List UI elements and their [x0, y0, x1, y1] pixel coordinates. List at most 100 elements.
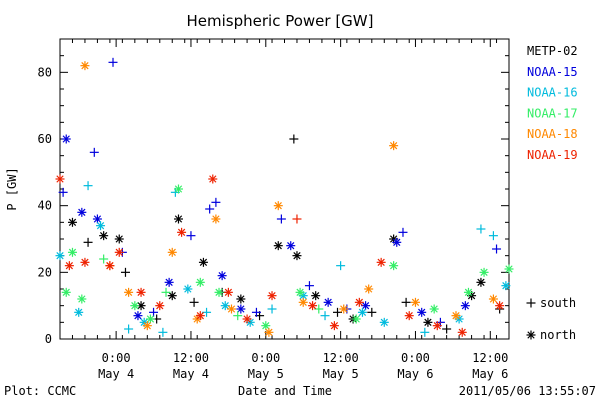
x-tick-label: 0:00: [251, 351, 280, 365]
data-point-metp-02-north: [114, 234, 124, 244]
marker-legend: south north: [526, 296, 576, 342]
x-tick-date-label: May 6: [472, 367, 508, 381]
x-tick-date-label: May 6: [397, 367, 433, 381]
data-point-noaa-16-south: [488, 231, 498, 241]
data-point-noaa-19-north: [64, 261, 74, 271]
chart-title: Hemispheric Power [GW]: [187, 12, 374, 30]
x-tick-label: 0:00: [102, 351, 131, 365]
data-point-noaa-17-north: [145, 314, 155, 324]
data-point-noaa-19-north: [267, 291, 277, 301]
data-point-noaa-16-south: [420, 327, 430, 337]
data-point-noaa-17-north: [351, 314, 361, 324]
data-point-noaa-19-north: [80, 257, 90, 267]
data-point-metp-02-north: [236, 294, 246, 304]
data-point-noaa-19-north: [495, 301, 505, 311]
data-point-metp-02-north: [292, 251, 302, 261]
data-point-noaa-17-north: [429, 304, 439, 314]
data-point-noaa-17-south: [161, 287, 171, 297]
data-point-noaa-19-north: [136, 287, 146, 297]
marker-legend-label: north: [540, 328, 576, 342]
y-tick-label: 80: [38, 65, 52, 79]
data-point-metp-02-south: [367, 307, 377, 317]
data-point-metp-02-north: [476, 277, 486, 287]
y-tick-label: 60: [38, 132, 52, 146]
data-point-noaa-16-south: [83, 181, 93, 191]
data-point-noaa-16-north: [74, 307, 84, 317]
data-point-noaa-17-north: [295, 287, 305, 297]
y-axis-label: P [GW]: [5, 167, 19, 210]
data-point-noaa-18-north: [389, 141, 399, 151]
x-tick-label: 12:00: [323, 351, 359, 365]
data-point-noaa-15-south: [205, 204, 215, 214]
data-point-noaa-19-north: [208, 174, 218, 184]
data-point-noaa-17-north: [77, 294, 87, 304]
marker-legend-symbol: [526, 298, 536, 308]
footer-timestamp: 2011/05/06 13:55:07: [459, 384, 596, 398]
data-point-noaa-17-north: [504, 264, 514, 274]
y-tick-label: 0: [45, 332, 52, 346]
data-point-noaa-19-north: [105, 261, 115, 271]
data-point-noaa-15-north: [164, 277, 174, 287]
data-point-metp-02-south: [189, 297, 199, 307]
x-tick-date-label: May 5: [323, 367, 359, 381]
data-point-metp-02-south: [120, 267, 130, 277]
data-point-noaa-16-north: [357, 307, 367, 317]
data-point-noaa-18-north: [264, 327, 274, 337]
data-point-metp-02-north: [173, 214, 183, 224]
data-point-noaa-16-south: [158, 327, 168, 337]
data-point-noaa-15-north: [286, 241, 296, 251]
x-axis-label: Date and Time: [238, 384, 332, 398]
data-point-noaa-15-north: [323, 297, 333, 307]
data-point-noaa-18-north: [298, 297, 308, 307]
data-point-noaa-19-north: [308, 301, 318, 311]
x-tick-label: 12:00: [472, 351, 508, 365]
data-point-noaa-15-south: [398, 227, 408, 237]
data-point-metp-02-south: [442, 324, 452, 334]
data-point-noaa-18-north: [488, 294, 498, 304]
data-point-noaa-15-south: [149, 307, 159, 317]
data-point-noaa-15-north: [77, 207, 87, 217]
data-point-noaa-17-north: [261, 321, 271, 331]
data-point-metp-02-south: [401, 297, 411, 307]
footer-plot-credit: Plot: CCMC: [4, 384, 76, 398]
data-point-noaa-15-south: [276, 214, 286, 224]
data-point-noaa-17-north: [67, 247, 77, 257]
data-point-noaa-16-north: [379, 317, 389, 327]
data-points: [55, 57, 514, 337]
x-tick-date-label: May 5: [248, 367, 284, 381]
data-point-noaa-15-south: [492, 244, 502, 254]
x-tick-date-label: May 4: [173, 367, 209, 381]
data-point-noaa-15-north: [361, 301, 371, 311]
data-point-noaa-19-north: [329, 321, 339, 331]
data-point-noaa-15-north: [392, 237, 402, 247]
data-point-noaa-17-south: [314, 304, 324, 314]
data-point-noaa-17-north: [463, 287, 473, 297]
data-point-metp-02-south: [289, 134, 299, 144]
data-point-noaa-18-north: [364, 284, 374, 294]
data-point-metp-02-north: [311, 291, 321, 301]
legend-entry: NOAA-15: [527, 65, 578, 79]
data-point-noaa-19-south: [292, 214, 302, 224]
data-point-noaa-15-north: [133, 311, 143, 321]
data-point-noaa-15-south: [186, 231, 196, 241]
data-point-noaa-16-north: [55, 251, 65, 261]
data-point-noaa-16-north: [183, 284, 193, 294]
x-tick-date-label: May 4: [98, 367, 134, 381]
data-point-noaa-17-south: [233, 311, 243, 321]
data-point-noaa-15-north: [217, 271, 227, 281]
data-point-noaa-19-north: [177, 227, 187, 237]
data-point-noaa-16-south: [202, 307, 212, 317]
data-point-noaa-18-north: [80, 61, 90, 71]
data-point-noaa-15-north: [460, 301, 470, 311]
data-point-noaa-19-north: [432, 321, 442, 331]
data-point-noaa-17-north: [214, 287, 224, 297]
data-point-noaa-15-south: [58, 187, 68, 197]
data-point-noaa-17-north: [389, 261, 399, 271]
data-point-noaa-19-north: [55, 174, 65, 184]
legend-entry: NOAA-17: [527, 106, 578, 120]
data-point-metp-02-south: [83, 237, 93, 247]
data-point-noaa-18-north: [167, 247, 177, 257]
data-point-noaa-16-north: [501, 281, 511, 291]
data-point-metp-02-north: [423, 317, 433, 327]
